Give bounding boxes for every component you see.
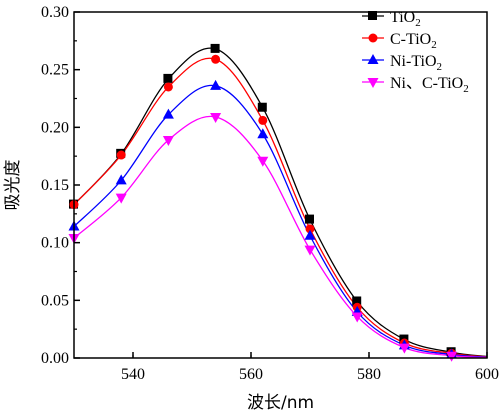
- legend-marker-ni-tio2: [367, 54, 379, 64]
- legend-label-ni-c-tio2: Ni、C-TiO2: [390, 75, 469, 95]
- legend-label-ni-tio2: Ni-TiO2: [390, 53, 442, 73]
- data-point-ni-tio2: [304, 229, 316, 240]
- series-markers: [68, 43, 458, 362]
- data-point-tio2: [257, 102, 267, 112]
- data-point-ni-c-tio2: [304, 245, 316, 256]
- data-point-c-tio2: [211, 54, 221, 64]
- data-point-ni-c-tio2: [446, 351, 458, 362]
- legend-label-c-tio2: C-TiO2: [390, 31, 437, 51]
- data-point-ni-c-tio2: [210, 112, 222, 123]
- data-point-ni-c-tio2: [351, 312, 363, 323]
- y-tick-label: 0.30: [41, 4, 69, 21]
- x-axis-label: 波长/nm: [247, 393, 314, 413]
- y-tick-label: 0.05: [41, 292, 69, 309]
- data-point-ni-tio2: [162, 108, 174, 119]
- series-line-ni-c-tio2: [73, 115, 488, 359]
- data-point-ni-tio2: [210, 79, 222, 90]
- y-tick-label: 0.25: [41, 62, 69, 79]
- data-point-ni-c-tio2: [115, 193, 127, 204]
- data-point-ni-tio2: [257, 128, 269, 139]
- x-tick-label: 540: [121, 366, 145, 383]
- data-point-ni-c-tio2: [162, 136, 174, 147]
- legend-item-ni-c-tio2: Ni、C-TiO2: [362, 75, 469, 95]
- legend-marker-c-tio2: [368, 33, 378, 43]
- data-point-c-tio2: [116, 150, 126, 160]
- legend-marker-ni-c-tio2: [367, 78, 379, 88]
- y-axis-label: 吸光度: [3, 160, 23, 211]
- data-point-tio2: [352, 296, 362, 306]
- y-tick-label: 0.15: [41, 177, 69, 194]
- y-tick-label: 0.00: [41, 350, 69, 367]
- legend-item-c-tio2: C-TiO2: [362, 31, 437, 51]
- data-point-c-tio2: [305, 224, 315, 234]
- data-point-tio2: [305, 214, 314, 224]
- series-line-ni-tio2: [73, 84, 488, 358]
- data-point-c-tio2: [163, 82, 173, 92]
- series-curves: [73, 47, 488, 359]
- legend-item-tio2: TiO2: [362, 9, 421, 29]
- data-point-ni-c-tio2: [257, 156, 269, 167]
- data-point-ni-c-tio2: [398, 343, 410, 354]
- x-tick-label: 600: [475, 366, 499, 383]
- y-tick-label: 0.20: [41, 119, 69, 136]
- x-axis-ticks: 540 560 580 600: [121, 352, 499, 383]
- y-tick-label: 0.10: [41, 235, 69, 252]
- y-axis-ticks: 0.00 0.05 0.10 0.15 0.20 0.25 0.30: [41, 4, 80, 367]
- data-point-tio2: [163, 73, 173, 83]
- data-point-tio2: [210, 43, 220, 53]
- legend-marker-tio2: [368, 11, 377, 20]
- series-line-tio2: [73, 47, 488, 358]
- x-tick-label: 560: [239, 366, 263, 383]
- legend-label-tio2: TiO2: [390, 9, 421, 29]
- legend-item-ni-tio2: Ni-TiO2: [362, 53, 442, 73]
- x-tick-label: 580: [357, 366, 381, 383]
- data-point-ni-tio2: [115, 174, 127, 185]
- data-point-c-tio2: [258, 115, 268, 125]
- series-line-c-tio2: [73, 57, 488, 358]
